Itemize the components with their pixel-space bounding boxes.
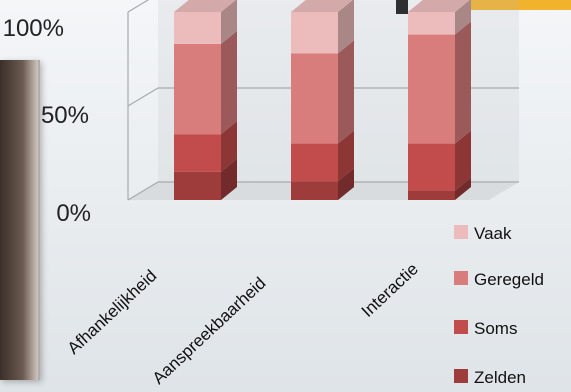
bar-segment-vaak xyxy=(408,12,455,35)
legend-swatch-geregeld xyxy=(454,271,468,285)
bar-segment-soms xyxy=(174,134,221,172)
gridline xyxy=(127,0,150,13)
bar-segment-vaak xyxy=(174,12,221,44)
legend-label: Geregeld xyxy=(474,270,544,289)
bar-top xyxy=(291,0,353,12)
bar-side-soms xyxy=(338,130,354,182)
legend: Vaak Geregeld Soms Zelden xyxy=(454,224,544,387)
bar-segment-zelden xyxy=(174,171,221,200)
y-axis-ticks: 100% 50% 0% xyxy=(3,15,91,227)
bar-side-vaak xyxy=(338,0,354,54)
x-axis-categories: Afhankelijkheid Aanspreekbaarheid Intera… xyxy=(64,259,422,388)
y-tick-label: 100% xyxy=(3,15,64,42)
legend-label: Soms xyxy=(474,319,517,338)
bar-side-vaak xyxy=(221,0,237,44)
bar-segment-geregeld xyxy=(291,53,338,144)
x-category-label: Interactie xyxy=(358,259,422,321)
gridline xyxy=(127,181,519,201)
bar-side-geregeld xyxy=(221,30,237,135)
bar-side-zelden xyxy=(338,168,354,200)
gridline xyxy=(127,87,519,107)
legend-label: Vaak xyxy=(474,224,512,243)
bar-top xyxy=(174,0,236,12)
decorative-banner xyxy=(465,0,571,10)
bar-segment-geregeld xyxy=(174,43,221,135)
background-photo xyxy=(0,60,40,380)
bar-side-soms xyxy=(455,130,471,191)
bar-segment-geregeld xyxy=(408,34,455,144)
bar-side-geregeld xyxy=(338,40,354,144)
legend-swatch-zelden xyxy=(454,369,468,383)
bar-side-soms xyxy=(221,121,237,172)
bar-top xyxy=(408,0,470,12)
x-category-label: Aanspreekbaarheid xyxy=(149,273,270,387)
x-category-label: Afhankelijkheid xyxy=(64,266,161,358)
bar-segment-soms xyxy=(408,143,455,191)
bars xyxy=(174,0,471,200)
bar-side-zelden xyxy=(455,177,471,200)
bar-side-zelden xyxy=(221,158,237,200)
legend-label: Zelden xyxy=(474,368,526,387)
legend-swatch-soms xyxy=(454,320,468,334)
y-tick-label: 50% xyxy=(41,102,89,129)
bar-side-vaak xyxy=(455,0,471,35)
bar-segment-zelden xyxy=(291,181,338,200)
legend-swatch-vaak xyxy=(454,225,468,239)
bar-segment-soms xyxy=(291,143,338,182)
decorative-mark xyxy=(396,0,408,14)
y-tick-label: 0% xyxy=(56,200,91,227)
bar-side-geregeld xyxy=(455,21,471,144)
bar-segment-vaak xyxy=(291,12,338,54)
bar-segment-zelden xyxy=(408,190,455,200)
